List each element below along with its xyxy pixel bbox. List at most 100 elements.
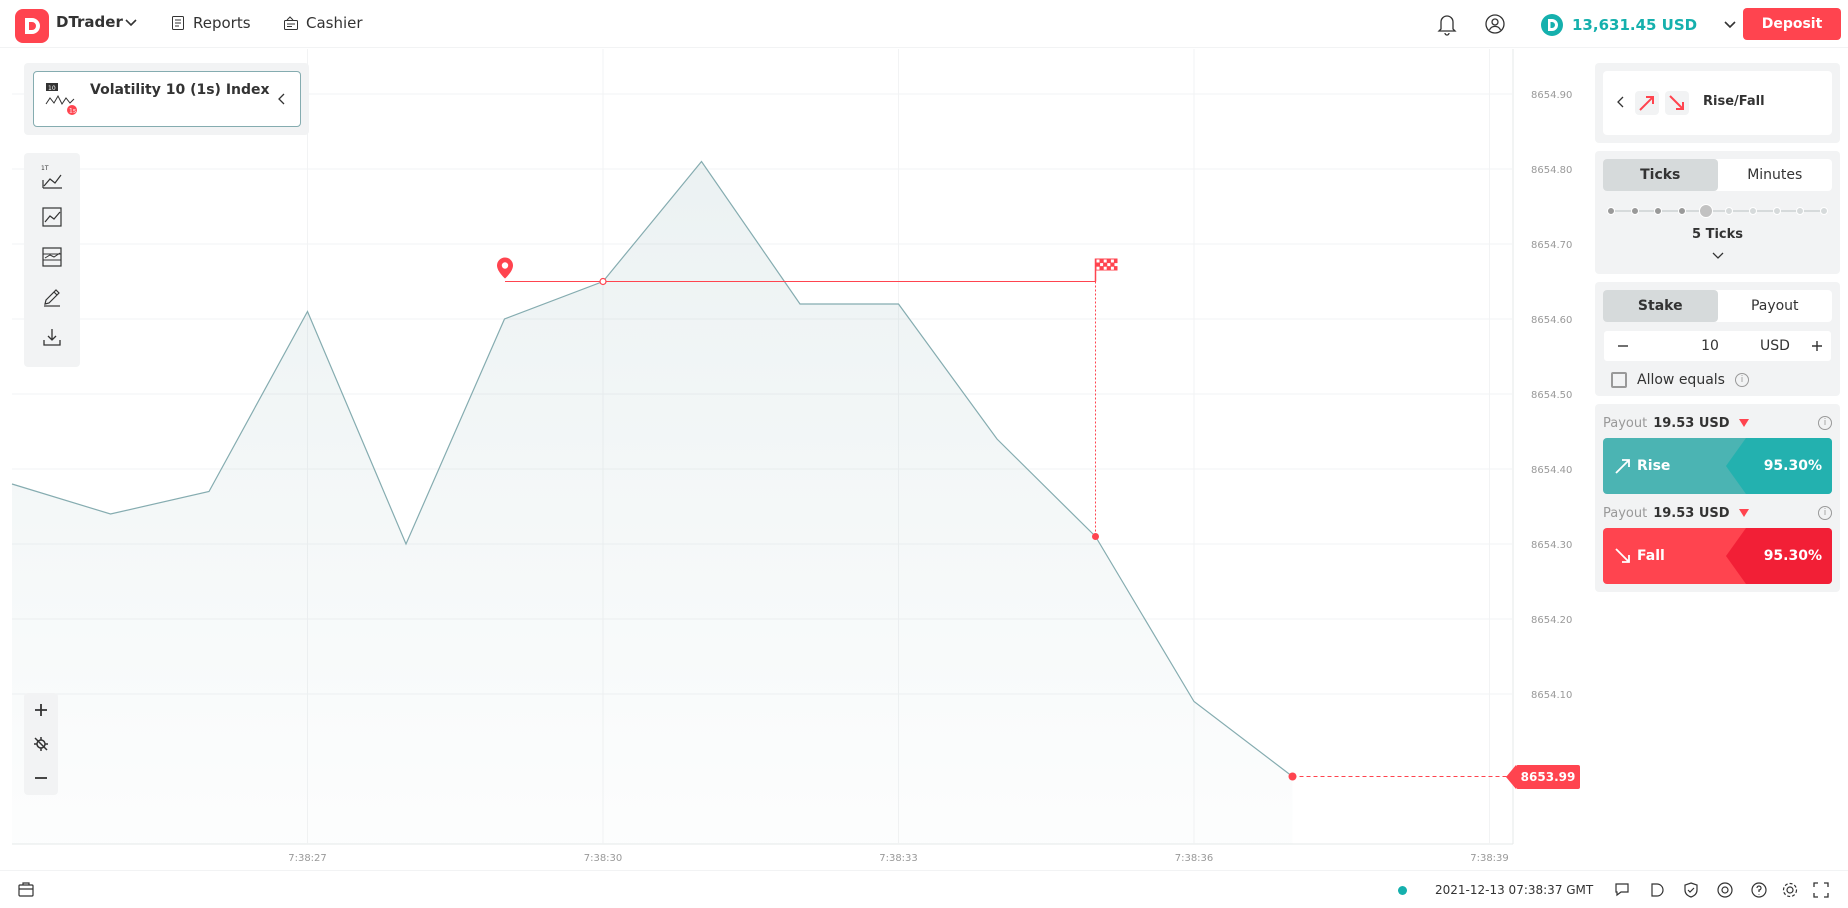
triangle-down-icon (1738, 509, 1749, 517)
chat-icon[interactable] (1614, 881, 1632, 899)
trade-type-label: Rise/Fall (1703, 94, 1765, 109)
rise-payout-row: Payout 19.53 USD i (1603, 412, 1832, 434)
flag-check (1103, 266, 1107, 270)
fall-purchase-button[interactable]: Fall 95.30% (1603, 528, 1832, 584)
currency-usd-icon (1541, 14, 1563, 36)
y-tick-label: 8654.60 (1531, 315, 1572, 326)
stake-currency: USD (1760, 338, 1790, 354)
flag-check (1107, 263, 1111, 267)
y-tick-label: 8654.10 (1531, 690, 1572, 701)
tick-step-dot[interactable] (1654, 207, 1663, 215)
templates-button[interactable] (38, 243, 66, 271)
deriv-app-icon[interactable] (1648, 881, 1666, 899)
drawing-tools-button[interactable] (38, 283, 66, 311)
nav-reports[interactable]: Reports (170, 14, 251, 32)
payout-label: Payout (1603, 505, 1648, 521)
tab-stake[interactable]: Stake (1603, 290, 1718, 322)
tick-step-dot[interactable] (1749, 207, 1757, 215)
fall-arrow-icon (1665, 91, 1689, 115)
help-icon[interactable] (1750, 881, 1768, 899)
tab-minutes[interactable]: Minutes (1747, 167, 1803, 183)
chevron-down-icon[interactable] (1723, 18, 1737, 32)
end-time-flag-icon (1094, 258, 1118, 282)
tick-step-dot[interactable] (1678, 207, 1686, 215)
fall-payout-value: 19.53 USD (1653, 505, 1730, 521)
positions-icon[interactable] (17, 881, 35, 899)
asset-name: Volatility 10 (1s) Index (90, 82, 270, 98)
download-button[interactable] (38, 323, 66, 351)
expand-duration-button[interactable] (1603, 248, 1832, 266)
info-icon[interactable]: i (1818, 506, 1832, 520)
plus-icon[interactable] (1810, 339, 1824, 353)
tick-step-dot[interactable] (1772, 207, 1781, 215)
minus-icon[interactable] (1616, 339, 1630, 353)
tab-payout[interactable]: Payout (1750, 298, 1799, 314)
responsible-trading-icon[interactable] (1682, 881, 1700, 899)
allow-equals-checkbox[interactable] (1611, 372, 1627, 388)
server-time: 2021-12-13 07:38:37 GMT (1435, 883, 1594, 897)
cashier-icon (284, 16, 298, 30)
flag-check (1100, 263, 1104, 267)
asset-badge: 1s (69, 108, 76, 115)
notifications-bell-icon[interactable] (1436, 12, 1458, 36)
fall-payout-row: Payout 19.53 USD i (1603, 502, 1832, 524)
nav-cashier-label: Cashier (306, 14, 363, 32)
tick-step-dot[interactable] (1607, 207, 1615, 215)
rise-label: Rise (1637, 458, 1671, 474)
footer: 2021-12-13 07:38:37 GMT (0, 870, 1848, 908)
tick-step-dot[interactable] (1630, 207, 1639, 215)
duration-unit-toggle: Ticks Minutes (1603, 159, 1832, 191)
tick-step-dot[interactable] (1820, 207, 1828, 215)
price-chart[interactable]: 8654.90 8654.80 8654.70 8654.60 8654.50 8654.… (0, 49, 1590, 870)
ticks-slider[interactable] (1607, 199, 1828, 223)
amount-card: Stake Payout 10 USD Allow equals i (1595, 282, 1840, 396)
zoom-out-button[interactable] (24, 761, 58, 795)
account-profile-icon[interactable] (1483, 12, 1507, 36)
slider-track (1611, 210, 1824, 212)
nav-cashier[interactable]: Cashier (283, 14, 363, 32)
y-tick-label: 8654.40 (1531, 465, 1572, 476)
asset-selector-panel: 10 1s Volatility 10 (1s) Index (24, 63, 309, 135)
flag-check (1110, 259, 1114, 263)
pencil-icon (44, 289, 60, 307)
chart-area[interactable]: 8654.90 8654.80 8654.70 8654.60 8654.50 8654.… (0, 49, 1590, 870)
stake-input[interactable]: 10 (1701, 338, 1719, 354)
fullscreen-icon[interactable] (1812, 881, 1830, 899)
rise-purchase-button[interactable]: Rise 95.30% (1603, 438, 1832, 494)
trade-type-selector[interactable]: Rise/Fall (1603, 71, 1832, 135)
tab-ticks[interactable]: Ticks (1603, 159, 1718, 191)
y-tick-label: 8654.30 (1531, 540, 1572, 551)
zoom-controls (24, 693, 58, 795)
allow-equals-label: Allow equals (1637, 372, 1725, 388)
deposit-button[interactable]: Deposit (1743, 8, 1841, 40)
templates-icon (42, 247, 62, 267)
reset-zoom-button[interactable] (24, 727, 58, 761)
app-name[interactable]: DTrader (56, 13, 123, 31)
chevron-left-icon[interactable] (1615, 95, 1627, 109)
chevron-down-icon[interactable] (124, 16, 138, 30)
indicators-button[interactable] (38, 203, 66, 231)
y-tick-label: 8654.20 (1531, 615, 1572, 626)
balance-amount: 13,631.45 USD (1572, 16, 1698, 34)
settings-gear-icon[interactable] (1781, 881, 1799, 899)
indicators-icon (42, 207, 62, 227)
account-balance[interactable]: 13,631.45 USD (1540, 13, 1737, 37)
info-icon[interactable]: i (1818, 416, 1832, 430)
deriv-logo[interactable] (15, 9, 49, 43)
chart-type-button[interactable]: 1T (38, 163, 66, 191)
info-icon[interactable]: i (1734, 373, 1749, 387)
reports-icon (172, 16, 184, 30)
tick-step-dot[interactable] (1698, 204, 1713, 218)
plus-icon (35, 704, 47, 716)
asset-selector[interactable]: 10 1s Volatility 10 (1s) Index (33, 71, 301, 127)
x-tick-label: 7:38:39 (1470, 853, 1509, 864)
header: DTrader Reports Cashier 13,631.45 USD De… (0, 0, 1848, 48)
zoom-in-button[interactable] (24, 693, 58, 727)
nav-reports-label: Reports (193, 14, 251, 32)
y-tick-label: 8654.90 (1531, 90, 1572, 101)
tick-step-dot[interactable] (1796, 207, 1805, 215)
x-tick-label: 7:38:33 (879, 853, 918, 864)
tick-step-dot[interactable] (1725, 207, 1734, 215)
network-status-icon[interactable] (1716, 881, 1734, 899)
chevron-left-icon[interactable] (276, 92, 288, 106)
